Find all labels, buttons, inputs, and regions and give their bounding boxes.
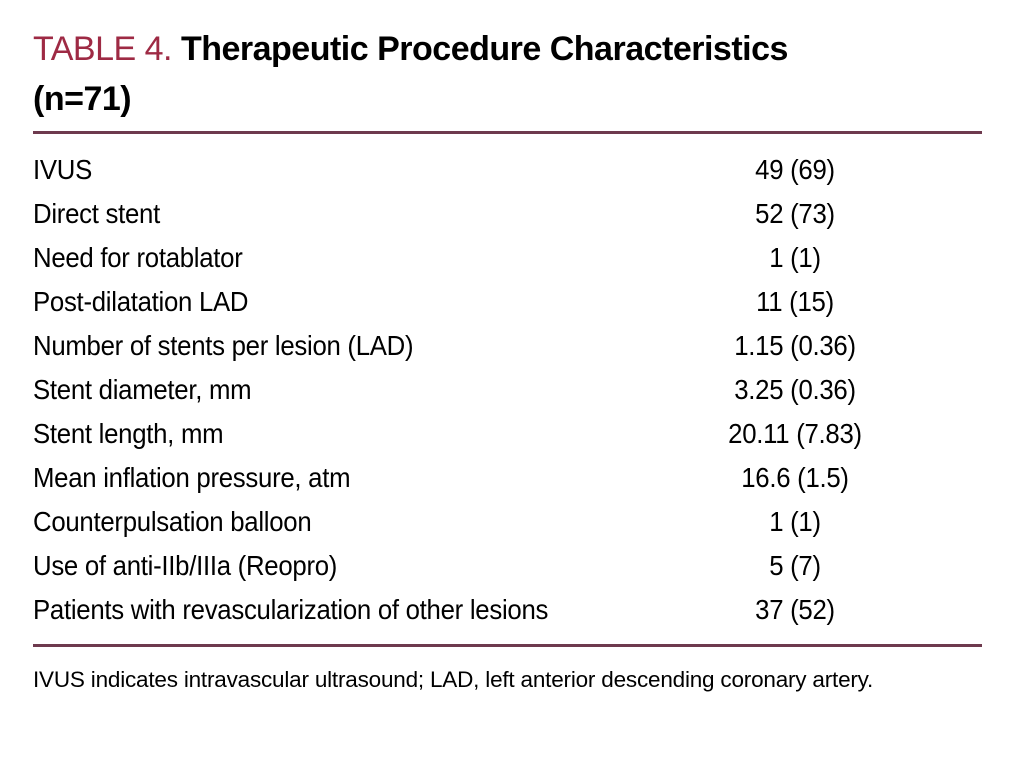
row-label: Stent length, mm (33, 418, 224, 449)
table-number-label: TABLE 4. (33, 30, 173, 68)
row-label: Post-dilatation LAD (33, 286, 249, 317)
row-value: 11 (15) (756, 286, 834, 317)
row-label: Counterpulsation balloon (33, 506, 312, 537)
table-row: Counterpulsation balloon 1 (1) (33, 500, 982, 544)
table-row: Patients with revascularization of other… (33, 588, 982, 632)
row-value: 37 (52) (755, 594, 835, 625)
row-label: Mean inflation pressure, atm (33, 462, 351, 493)
table-sample-size: (n=71) (33, 80, 132, 118)
row-label: Direct stent (33, 198, 160, 229)
table-row: Number of stents per lesion (LAD) 1.15 (… (33, 324, 982, 368)
table-row: Use of anti-IIb/IIIa (Reopro) 5 (7) (33, 544, 982, 588)
table-row: Stent diameter, mm 3.25 (0.36) (33, 368, 982, 412)
table-title: TABLE 4. Therapeutic Procedure Character… (33, 24, 982, 124)
table-row: Stent length, mm 20.11 (7.83) (33, 412, 982, 456)
row-value: 16.6 (1.5) (741, 462, 849, 493)
row-label: IVUS (33, 154, 93, 185)
table-row: Need for rotablator 1 (1) (33, 236, 982, 280)
row-value: 3.25 (0.36) (734, 374, 856, 405)
row-value: 5 (7) (769, 550, 821, 581)
row-value: 20.11 (7.83) (728, 418, 862, 449)
top-divider-rule (33, 131, 982, 134)
table-row: Direct stent 52 (73) (33, 192, 982, 236)
table-row: IVUS 49 (69) (33, 148, 982, 192)
row-value: 49 (69) (755, 154, 835, 185)
row-value: 1 (1) (769, 242, 821, 273)
row-label: Patients with revascularization of other… (33, 594, 549, 625)
row-label: Need for rotablator (33, 242, 243, 273)
row-value: 52 (73) (755, 198, 835, 229)
table-body: IVUS 49 (69) Direct stent 52 (73) Need f… (33, 134, 982, 632)
row-label: Stent diameter, mm (33, 374, 252, 405)
table-row: Mean inflation pressure, atm 16.6 (1.5) (33, 456, 982, 500)
row-label: Use of anti-IIb/IIIa (Reopro) (33, 550, 338, 581)
table-footnote: IVUS indicates intravascular ultrasound;… (33, 667, 874, 692)
row-value: 1.15 (0.36) (734, 330, 856, 361)
title-line-1: TABLE 4. Therapeutic Procedure Character… (33, 24, 982, 74)
table-row: Post-dilatation LAD 11 (15) (33, 280, 982, 324)
bottom-divider-rule (33, 644, 982, 647)
table-title-text: Therapeutic Procedure Characteristics (180, 30, 788, 68)
row-label: Number of stents per lesion (LAD) (33, 330, 414, 361)
row-value: 1 (1) (769, 506, 821, 537)
